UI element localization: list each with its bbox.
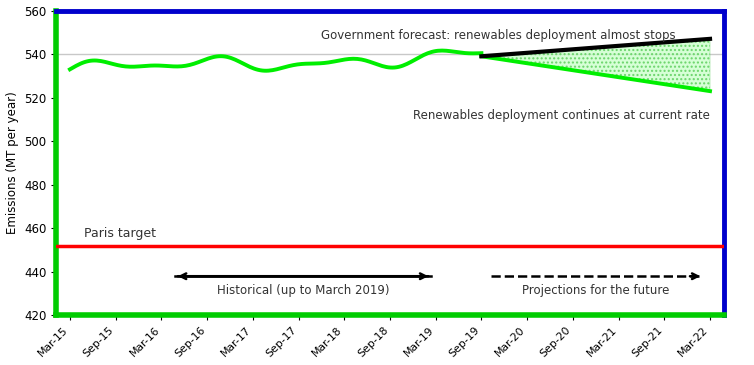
Text: Government forecast: renewables deployment almost stops: Government forecast: renewables deployme…	[321, 29, 676, 42]
Text: Renewables deployment continues at current rate: Renewables deployment continues at curre…	[413, 108, 710, 122]
Text: Paris target: Paris target	[84, 227, 155, 240]
Text: Historical (up to March 2019): Historical (up to March 2019)	[217, 284, 389, 297]
Text: Projections for the future: Projections for the future	[522, 284, 670, 297]
Y-axis label: Emissions (MT per year): Emissions (MT per year)	[5, 92, 19, 234]
